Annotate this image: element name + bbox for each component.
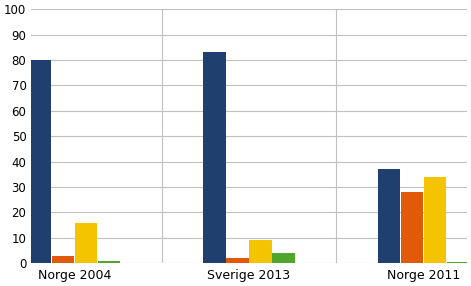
Bar: [227, 258, 249, 263]
Bar: [401, 192, 423, 263]
Bar: [52, 256, 74, 263]
Bar: [378, 169, 400, 263]
Bar: [98, 261, 121, 263]
Bar: [75, 223, 97, 263]
Bar: [249, 241, 272, 263]
Bar: [272, 253, 294, 263]
Bar: [203, 52, 226, 263]
Bar: [447, 262, 469, 263]
Bar: [423, 177, 446, 263]
Bar: [29, 60, 51, 263]
